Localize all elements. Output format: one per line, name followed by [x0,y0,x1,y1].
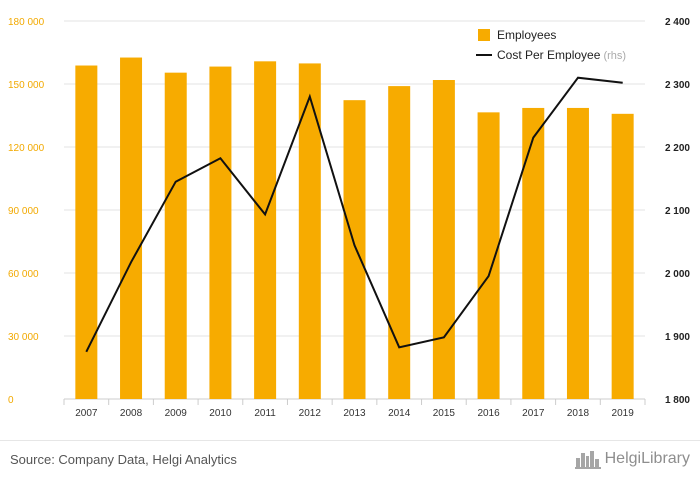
left-tick-label: 30 000 [8,332,39,343]
line-series-cost-per-employee [84,76,625,354]
source-text: Source: Company Data, Helgi Analytics [10,452,237,467]
line-point-2018[interactable] [576,76,580,80]
brand-logo[interactable]: HelgiLibrary [574,449,690,469]
right-tick-label: 1 900 [665,332,690,343]
x-tick-label: 2009 [165,408,188,419]
left-tick-label: 90 000 [8,206,39,217]
left-tick-label: 0 [8,395,14,406]
line-point-2011[interactable] [263,212,267,216]
bar-2018[interactable] [566,107,589,399]
bar-2016[interactable] [477,112,500,399]
line-point-2012[interactable] [308,95,312,99]
x-tick-label: 2014 [388,408,411,419]
legend-suffix-rhs: (rhs) [600,50,626,62]
line-point-2015[interactable] [442,335,446,339]
bar-2007[interactable] [75,65,98,400]
footer: Source: Company Data, Helgi Analytics He… [0,440,700,483]
bar-2010[interactable] [209,66,232,399]
x-axis-ticks: 2007 2008 2009 2010 2011 2012 2013 2014 2015 2016… [75,408,634,419]
line-point-2009[interactable] [174,180,178,184]
bar-2017[interactable] [522,107,545,399]
legend-swatch-employees [478,29,490,41]
legend-label[interactable]: Employees [497,28,556,42]
cost-per-employee-line[interactable] [85,76,623,353]
x-tick-label: 2007 [75,408,98,419]
bar-2011[interactable] [254,61,277,399]
x-tick-label: 2017 [522,408,545,419]
bar-2013[interactable] [343,100,366,400]
right-tick-label: 2 000 [665,269,690,280]
x-tick-label: 2019 [612,408,635,419]
line-point-2016[interactable] [487,274,491,278]
line-point-2007[interactable] [84,350,88,354]
line-point-2010[interactable] [218,156,222,160]
line-point-2008[interactable] [129,260,133,264]
bar-series-employees [75,57,634,400]
line-point-2019[interactable] [621,81,625,85]
x-tick-label: 2011 [254,408,276,419]
x-tick-label: 2013 [343,408,366,419]
legend-label[interactable]: Cost Per Employee (rhs) [497,48,626,62]
x-tick-label: 2008 [120,408,143,419]
left-tick-label: 150 000 [8,80,45,91]
left-tick-label: 120 000 [8,143,45,154]
right-tick-label: 1 800 [665,395,690,406]
combo-chart: 0 30 000 60 000 90 000 120 000 150 000 180 000… [8,17,690,419]
city-skyline-icon [574,451,601,469]
line-point-2017[interactable] [531,136,535,140]
right-axis-ticks: 1 800 1 900 2 000 2 100 2 200 2 300 2 400 [665,17,690,406]
x-tick-label: 2012 [299,408,322,419]
x-tick-label: 2018 [567,408,590,419]
left-axis-ticks: 0 30 000 60 000 90 000 120 000 150 000 180 000 [8,17,45,406]
line-point-2014[interactable] [397,345,401,349]
x-tick-label: 2016 [477,408,500,419]
bar-2008[interactable] [120,57,143,399]
bar-2014[interactable] [388,86,411,399]
bar-2009[interactable] [164,72,187,399]
right-tick-label: 2 200 [665,143,690,154]
left-tick-label: 180 000 [8,17,45,28]
x-tick-label: 2015 [433,408,456,419]
bar-2015[interactable] [432,80,455,399]
line-point-2013[interactable] [353,243,357,247]
right-tick-label: 2 300 [665,80,690,91]
bar-2012[interactable] [298,63,321,400]
brand-name: HelgiLibrary [604,450,690,467]
bar-2019[interactable] [611,113,634,399]
right-tick-label: 2 400 [665,17,690,28]
left-tick-label: 60 000 [8,269,39,280]
right-tick-label: 2 100 [665,206,690,217]
x-tick-label: 2010 [209,408,232,419]
legend: Employees Cost Per Employee (rhs) [476,28,626,62]
